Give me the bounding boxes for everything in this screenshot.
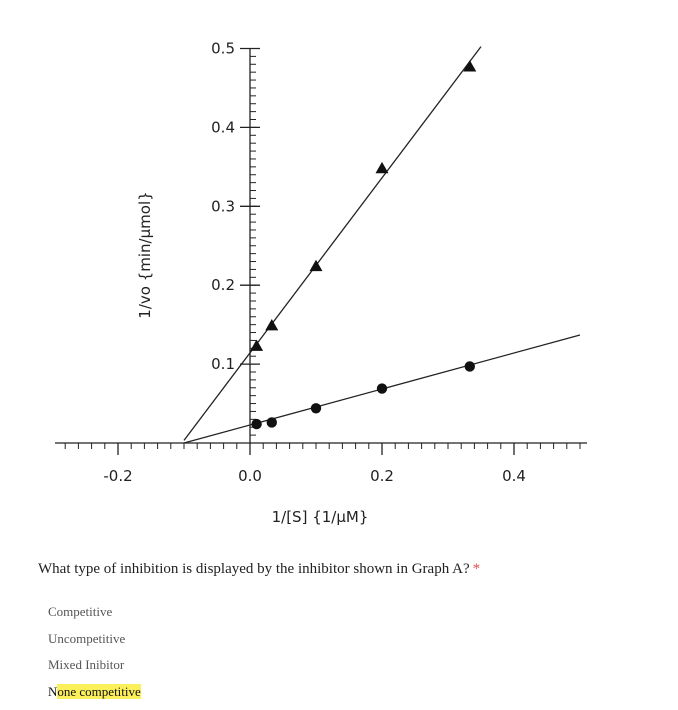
x-tick-label: 0.2: [370, 467, 394, 485]
triangle-data-point: [310, 260, 323, 271]
x-axis-title: 1/[S] {1/µM}: [272, 508, 369, 526]
option-none-competitive-plain: N: [48, 684, 57, 699]
x-tick-label: 0.4: [502, 467, 526, 485]
triangle-data-point: [463, 60, 476, 71]
y-tick-label: 0.4: [211, 118, 235, 136]
option-none-competitive-highlight: one competitive: [57, 684, 140, 699]
circle-data-point: [267, 417, 277, 427]
triangle-data-point: [250, 339, 263, 350]
y-tick-label: 0.3: [211, 197, 235, 215]
circle-data-point: [311, 403, 321, 413]
data-markers: [250, 60, 476, 429]
option-uncompetitive[interactable]: Uncompetitive: [48, 631, 141, 658]
circle-data-point: [465, 361, 475, 371]
triangle-data-point: [376, 162, 389, 173]
y-tick-label: 0.2: [211, 276, 235, 294]
required-asterisk: *: [473, 561, 481, 577]
y-tick-label: 0.1: [211, 355, 235, 373]
fit-line-series-1: [184, 47, 481, 441]
axes: [55, 49, 587, 444]
option-mixed-inhibitor[interactable]: Mixed Inibitor: [48, 657, 141, 684]
answer-options: Competitive Uncompetitive Mixed Inibitor…: [48, 604, 141, 710]
option-competitive[interactable]: Competitive: [48, 604, 141, 631]
circle-data-point: [251, 419, 261, 429]
triangle-data-point: [265, 319, 278, 330]
x-tick-label: 0.0: [238, 467, 262, 485]
option-none-competitive[interactable]: None competitive: [48, 684, 141, 710]
question-label: What type of inhibition is displayed by …: [38, 561, 470, 577]
lineweaver-burk-chart: -0.2 0.0 0.2 0.4 0.1 0.2 0.3 0.4 0.5 1/[S] {1/µM…: [0, 0, 678, 540]
circle-data-point: [377, 383, 387, 393]
y-tick-label: 0.5: [211, 40, 235, 58]
y-axis-title: 1/vo {min/µmol}: [136, 191, 154, 318]
question-text: What type of inhibition is displayed by …: [38, 561, 480, 578]
x-tick-label: -0.2: [103, 467, 132, 485]
